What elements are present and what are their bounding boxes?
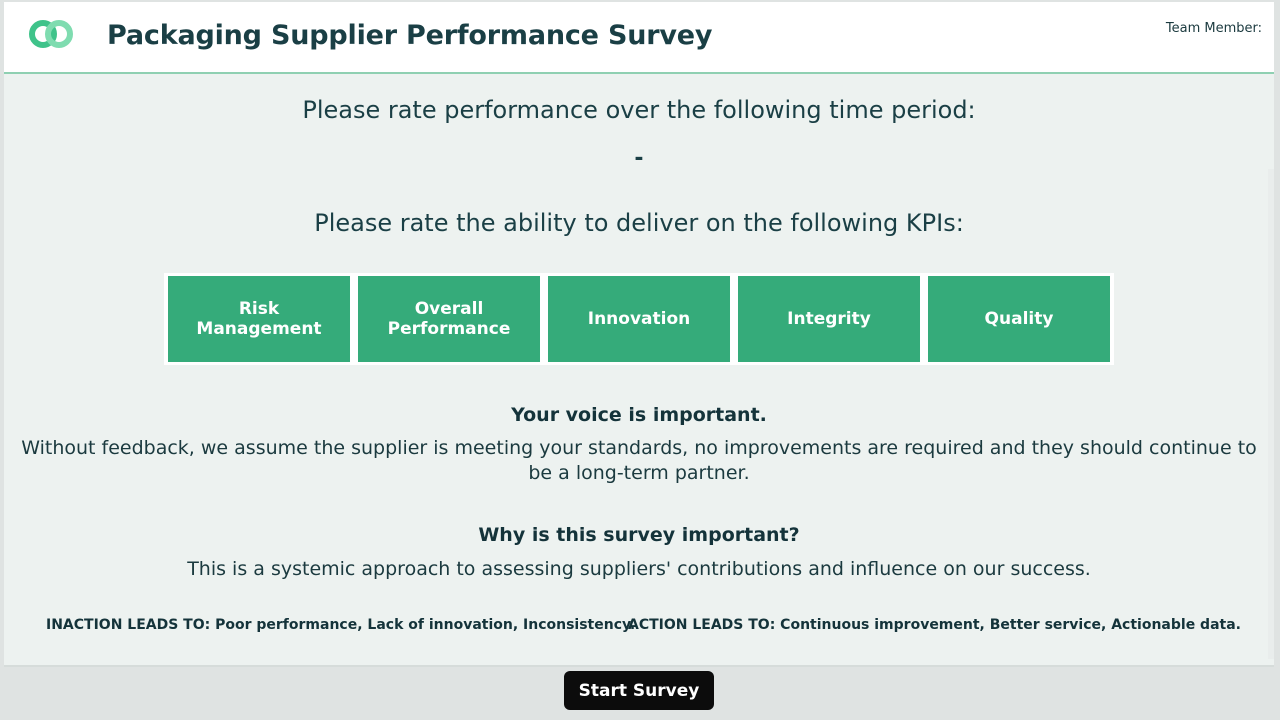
kpi-tile-overall-performance: Overall Performance bbox=[358, 276, 540, 362]
kpi-tile-risk-management: Risk Management bbox=[168, 276, 350, 362]
start-survey-button[interactable]: Start Survey bbox=[564, 671, 714, 710]
inaction-note: INACTION LEADS TO: Poor performance, Lac… bbox=[46, 617, 636, 633]
kpi-list: Risk Management Overall Performance Inno… bbox=[164, 273, 1114, 365]
why-heading: Why is this survey important? bbox=[478, 524, 800, 546]
scrollbar[interactable] bbox=[1268, 169, 1274, 659]
team-member-label: Team Member: bbox=[1165, 21, 1262, 36]
survey-intro-panel: Please rate performance over the followi… bbox=[4, 74, 1274, 667]
time-period-prompt: Please rate performance over the followi… bbox=[302, 96, 976, 124]
why-body: This is a systemic approach to assessing… bbox=[187, 558, 1091, 580]
action-note: ACTION LEADS TO: Continuous improvement,… bbox=[628, 617, 1241, 633]
app-header: Packaging Supplier Performance Survey Te… bbox=[4, 2, 1274, 74]
time-period-value: - bbox=[634, 146, 644, 171]
voice-heading: Your voice is important. bbox=[511, 404, 767, 426]
link-rings-logo-icon bbox=[29, 20, 73, 48]
kpi-tile-integrity: Integrity bbox=[738, 276, 920, 362]
kpi-tile-quality: Quality bbox=[928, 276, 1110, 362]
kpi-prompt: Please rate the ability to deliver on th… bbox=[314, 209, 964, 237]
kpi-tile-innovation: Innovation bbox=[548, 276, 730, 362]
voice-body: Without feedback, we assume the supplier… bbox=[21, 437, 1257, 484]
page-title: Packaging Supplier Performance Survey bbox=[107, 20, 713, 51]
